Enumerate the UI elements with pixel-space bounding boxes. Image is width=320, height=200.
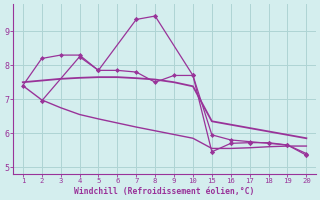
X-axis label: Windchill (Refroidissement éolien,°C): Windchill (Refroidissement éolien,°C) [74, 187, 255, 196]
